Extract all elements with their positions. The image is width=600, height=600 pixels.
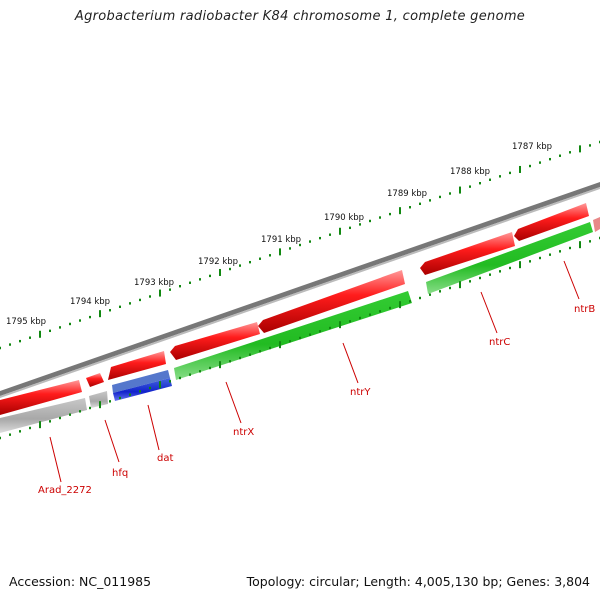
scale-label: 1791 kbp <box>261 235 301 245</box>
gene-label[interactable]: ntrC <box>489 337 510 348</box>
genome-summary: Topology: circular; Length: 4,005,130 bp… <box>246 574 590 589</box>
gene-label[interactable]: dat <box>157 453 173 464</box>
pseudogene-segment[interactable] <box>0 398 87 433</box>
gene-label[interactable]: ntrX <box>233 427 254 438</box>
chromosome-backbone <box>0 182 600 396</box>
scale-label: 1794 kbp <box>70 297 110 307</box>
accession-label: Accession: NC_011985 <box>9 574 152 589</box>
gene-arrow[interactable] <box>426 222 593 294</box>
callout-line <box>480 291 498 334</box>
callout-line <box>342 342 359 384</box>
chromosome-backbone-shade <box>0 187 600 398</box>
gene-label[interactable]: ntrY <box>350 387 371 398</box>
scale-label: 1788 kbp <box>450 167 490 177</box>
callout-line <box>563 260 580 300</box>
gene-arrow[interactable] <box>86 373 104 387</box>
callout-line <box>225 381 242 424</box>
gene-arrow[interactable] <box>593 217 600 232</box>
gene-arrow[interactable] <box>108 351 166 380</box>
gene-arrow[interactable] <box>258 270 405 333</box>
gene-arrow[interactable] <box>514 203 589 241</box>
gene-labels: Arad_2272 hfq dat ntrX ntrY ntrC ntrB <box>38 260 595 496</box>
scale-label: 1793 kbp <box>134 278 174 288</box>
gene-arrow[interactable] <box>170 322 260 360</box>
scale-label: 1792 kbp <box>198 257 238 267</box>
callout-line <box>147 404 160 451</box>
scale-label: 1787 kbp <box>512 142 552 152</box>
pseudogene-segment[interactable] <box>89 391 108 408</box>
gene-label[interactable]: hfq <box>112 468 128 479</box>
scale-labels: 1795 kbp 1794 kbp 1793 kbp 1792 kbp 1791 kbp… <box>6 142 552 327</box>
scale-label: 1789 kbp <box>387 189 427 199</box>
rna-gene[interactable] <box>113 378 172 401</box>
gene-arrow[interactable] <box>174 291 412 380</box>
inner-tick-row <box>0 236 600 440</box>
callout-line <box>49 436 62 483</box>
gene-arrow[interactable] <box>420 232 515 275</box>
scale-label: 1795 kbp <box>6 317 46 327</box>
gene-label[interactable]: Arad_2272 <box>38 485 92 496</box>
gene-arrow[interactable] <box>0 380 82 415</box>
rna-gene[interactable] <box>112 370 170 393</box>
scale-label: 1790 kbp <box>324 213 364 223</box>
outer-tick-row <box>0 140 600 350</box>
map-title: Agrobacterium radiobacter K84 chromosome… <box>74 9 526 24</box>
gene-label[interactable]: ntrB <box>574 304 595 315</box>
callout-line <box>104 419 120 463</box>
